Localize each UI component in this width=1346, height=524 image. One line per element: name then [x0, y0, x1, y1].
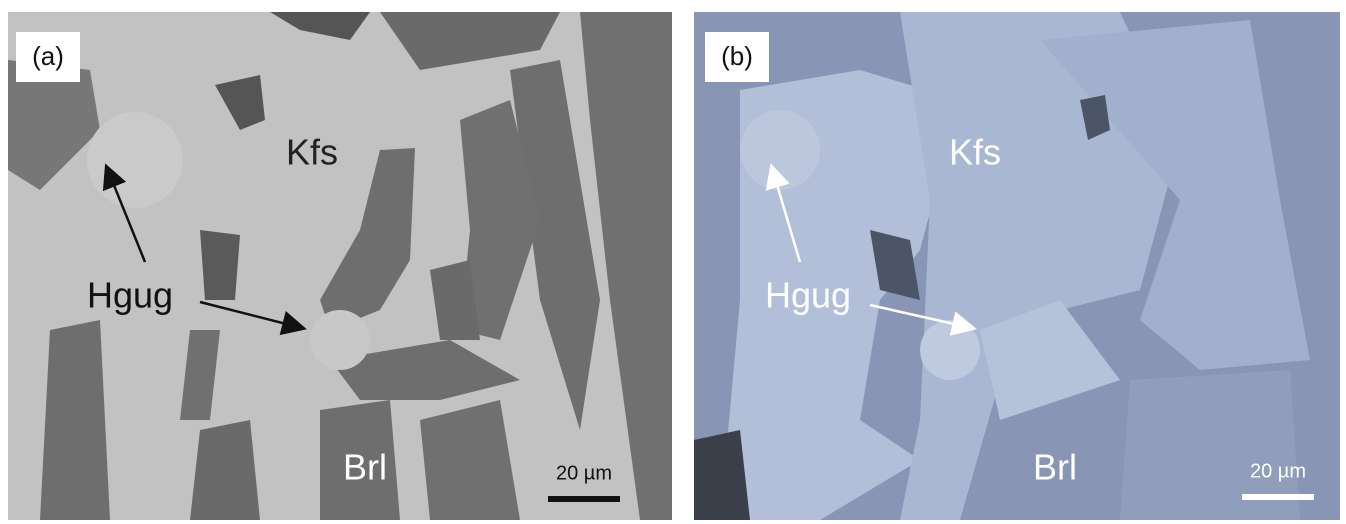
- panel-label: (b): [721, 41, 753, 71]
- mineral-label: Brl: [343, 447, 387, 488]
- mineral-label: Hgug: [87, 275, 173, 316]
- scale-bar: [1242, 494, 1314, 500]
- scale-bar-label: 20 µm: [556, 462, 612, 484]
- mineral-label: Brl: [1033, 447, 1077, 488]
- scale-bar: [548, 496, 620, 502]
- panel-b-image: [694, 12, 1340, 520]
- mineral-label: Hgug: [765, 275, 851, 316]
- page: {"panels": [ {"label": "(a)", "annotatio…: [0, 0, 1346, 524]
- figure: (a) Kfs Hgug Brl 20 µm (b) Kfs Hgug Brl …: [0, 0, 1346, 524]
- panel-label: (a): [32, 41, 64, 71]
- scale-bar-label: 20 µm: [1250, 460, 1306, 482]
- mineral-label: Kfs: [286, 132, 338, 173]
- mineral-label: Kfs: [949, 132, 1001, 173]
- panel-a-image: [8, 12, 672, 520]
